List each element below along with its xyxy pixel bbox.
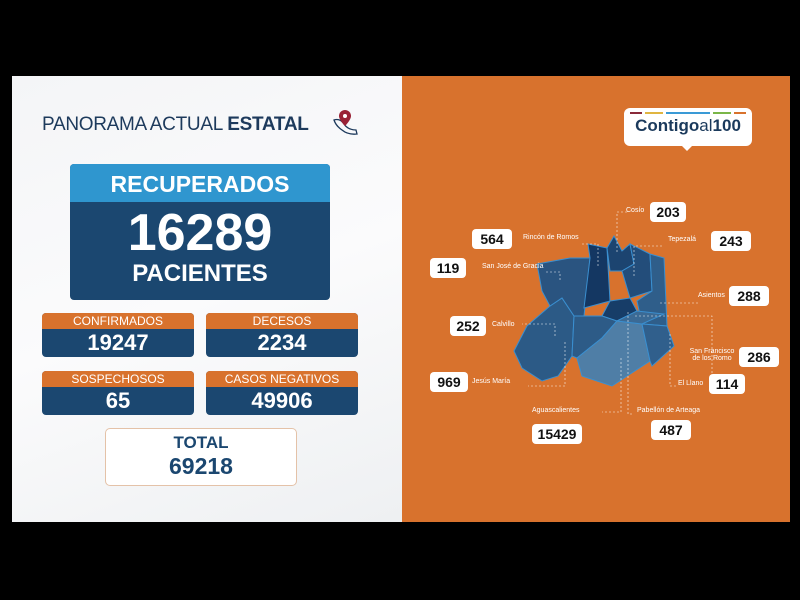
municipio-label: Asientos [698, 292, 725, 299]
summary-panel: PANORAMA ACTUAL ESTATAL RECUPERADOS 1628… [12, 76, 402, 522]
region-san-francisco [615, 310, 666, 325]
region-calvillo [513, 297, 575, 382]
municipio-label: El Llano [678, 380, 704, 387]
stat-value: 2234 [257, 330, 307, 355]
recuperados-label: RECUPERADOS [70, 164, 330, 202]
municipio-label: Calvillo [492, 321, 515, 328]
recuperados-unit: PACIENTES [132, 260, 268, 287]
region-cosio [606, 234, 635, 272]
stat-sospechosos: SOSPECHOSOS 65 [42, 371, 194, 415]
municipio-label: Tepezalá [668, 236, 697, 243]
stat-label: DECESOS [206, 313, 358, 329]
municipio-value: 564 [472, 229, 512, 249]
municipio-value: 203 [650, 202, 686, 222]
municipio-label: San Francisco de los Romo [689, 348, 735, 362]
title-light: PANORAMA ACTUAL [42, 114, 223, 135]
municipio-label: Cosío [626, 207, 645, 214]
municipio-label: Jesús María [472, 378, 511, 385]
total-card: TOTAL 69218 [105, 428, 297, 486]
municipio-label: San José de Gracia [482, 263, 544, 270]
stat-label: SOSPECHOSOS [42, 371, 194, 387]
municipio-value: 487 [651, 420, 691, 440]
municipio-label: Aguascalientes [532, 407, 580, 414]
stat-value: 49906 [251, 388, 313, 413]
region-el-llano [641, 323, 675, 367]
municipio-label: Rincón de Romos [523, 234, 579, 241]
recuperados-card: RECUPERADOS 16289 PACIENTES [70, 164, 330, 300]
region-rincon-de-romos [583, 243, 611, 309]
stat-value: 19247 [87, 330, 149, 355]
map-panel: Contigoal100 Cosío 203 Rincón de Romos 5… [402, 76, 790, 522]
municipio-value: 15429 [532, 424, 582, 444]
stat-confirmados: CONFIRMADOS 19247 [42, 313, 194, 357]
total-value: 69218 [169, 453, 233, 479]
page-title: PANORAMA ACTUAL ESTATAL [42, 114, 309, 136]
contigo-al-100-logo: Contigoal100 [624, 108, 752, 151]
municipio-value: 252 [450, 316, 486, 336]
municipio-value: 243 [711, 231, 751, 251]
title-bold: ESTATAL [227, 114, 309, 135]
municipio-value: 119 [430, 258, 466, 278]
municipio-value: 288 [729, 286, 769, 306]
municipio-value: 114 [709, 374, 745, 394]
recuperados-value: 16289 [127, 204, 273, 262]
municipio-value: 969 [430, 372, 468, 392]
map-pin-mexico-icon [333, 110, 358, 135]
stat-decesos: DECESOS 2234 [206, 313, 358, 357]
stat-value: 65 [105, 388, 131, 413]
total-label: TOTAL [173, 433, 229, 452]
stat-label: CONFIRMADOS [42, 313, 194, 329]
municipio-label: Pabellón de Arteaga [637, 407, 701, 414]
stat-casos-negativos: CASOS NEGATIVOS 49906 [206, 371, 358, 415]
municipio-value: 286 [739, 347, 779, 367]
aguascalientes-map [513, 211, 713, 415]
stat-label: CASOS NEGATIVOS [206, 371, 358, 387]
